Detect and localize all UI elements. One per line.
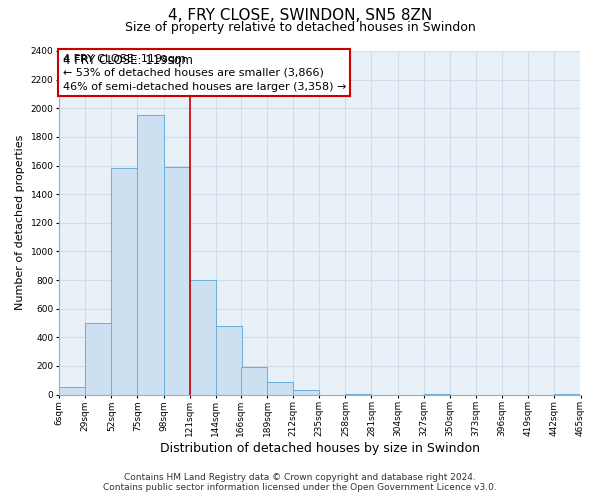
Bar <box>241 368 267 394</box>
Bar <box>216 326 242 394</box>
Text: Contains HM Land Registry data © Crown copyright and database right 2024.
Contai: Contains HM Land Registry data © Crown c… <box>103 473 497 492</box>
Bar <box>85 323 112 394</box>
Bar <box>164 167 190 394</box>
Bar <box>59 388 85 394</box>
Bar <box>293 390 319 394</box>
Bar <box>112 168 137 394</box>
Text: 4 FRY CLOSE: 119sqm: 4 FRY CLOSE: 119sqm <box>62 54 193 67</box>
Text: 4, FRY CLOSE, SWINDON, SN5 8ZN: 4, FRY CLOSE, SWINDON, SN5 8ZN <box>168 8 432 22</box>
Bar <box>137 116 164 394</box>
Text: Size of property relative to detached houses in Swindon: Size of property relative to detached ho… <box>125 21 475 34</box>
Text: 4 FRY CLOSE: 119sqm
← 53% of detached houses are smaller (3,866)
46% of semi-det: 4 FRY CLOSE: 119sqm ← 53% of detached ho… <box>62 54 346 92</box>
Bar <box>267 382 293 394</box>
Bar <box>190 280 216 394</box>
Y-axis label: Number of detached properties: Number of detached properties <box>15 135 25 310</box>
X-axis label: Distribution of detached houses by size in Swindon: Distribution of detached houses by size … <box>160 442 480 455</box>
